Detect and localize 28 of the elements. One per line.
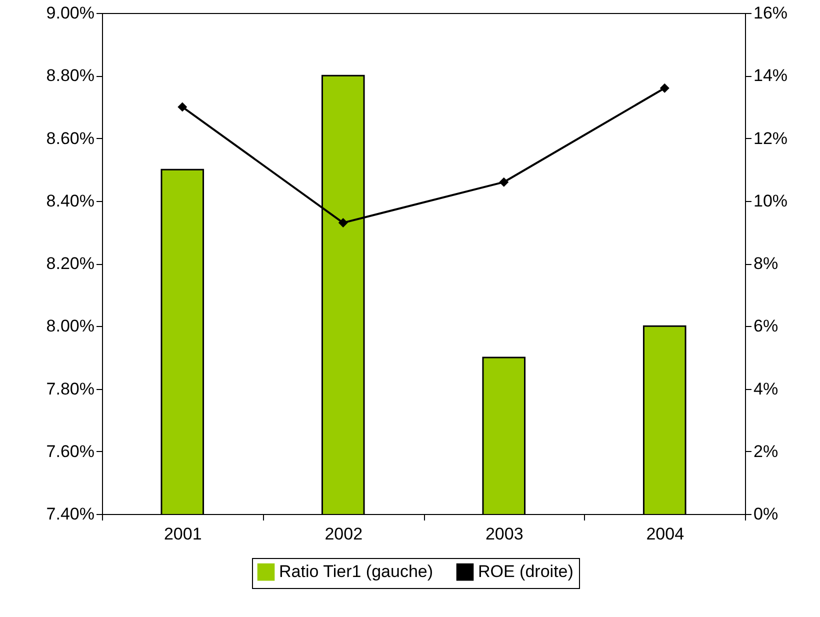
legend-label: Ratio Tier1 (gauche) [279,562,434,582]
y2-tick-label: 8% [754,254,778,273]
point [499,177,509,187]
y-tick-label: 7.40% [46,504,94,524]
y2-tick-label: 16% [754,4,788,22]
y-tick-label: 8.40% [46,191,94,210]
y-tick-label: 7.60% [46,442,94,461]
y2-tick-label: 2% [754,442,778,461]
y-tick-label: 8.80% [46,66,94,86]
y2-tick-label: 0% [754,504,778,524]
y2-tick-label: 12% [754,128,788,148]
y-tick-label: 9.00% [46,4,94,22]
y-tick-label: 8.60% [46,128,94,148]
x-tick-label: 2003 [485,524,524,544]
y-tick-label: 8.20% [46,254,94,273]
y-tick-label: 8.00% [46,316,94,336]
point [660,83,670,93]
legend-label: ROE (droite) [478,562,574,582]
point [338,218,348,228]
y2-tick-label: 14% [754,66,788,86]
y-tick-label: 7.80% [46,379,94,398]
x-tick-label: 2002 [324,524,363,544]
y2-tick-label: 4% [754,379,778,398]
y2-tick-label: 6% [754,316,778,336]
x-tick-label: 2004 [646,524,684,544]
x-tick-label: 2001 [164,524,202,544]
y2-tick-label: 10% [754,191,788,210]
point [178,102,188,112]
